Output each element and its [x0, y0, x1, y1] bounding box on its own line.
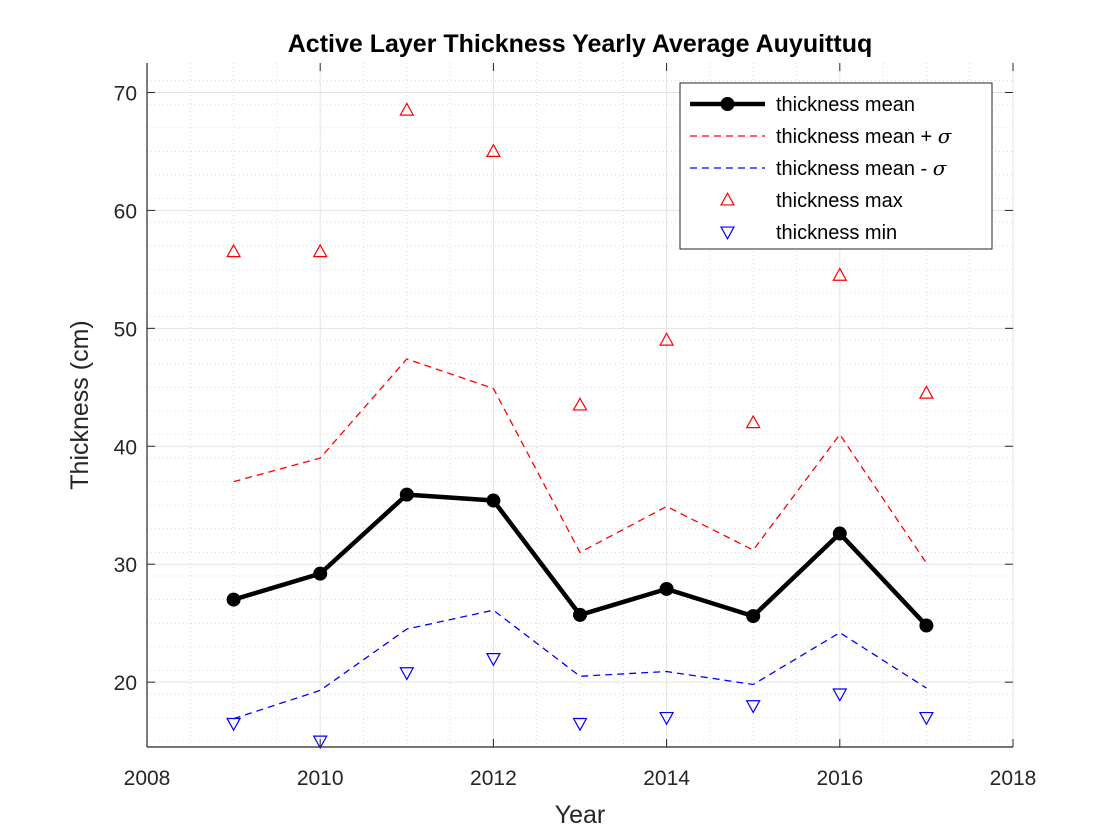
- series-3-point: [312, 243, 328, 258]
- legend-entry-3-label-part: thickness max: [776, 190, 903, 212]
- legend-entry-3: thickness max: [720, 190, 903, 212]
- x-tick-label: 2008: [124, 767, 171, 790]
- series-0-point: [746, 609, 761, 624]
- series-3-point: [485, 143, 501, 157]
- legend-entry-3-swatch: [720, 192, 735, 206]
- minor-grid: [147, 63, 1013, 747]
- series-4-point: [832, 688, 848, 702]
- series-0-point: [573, 607, 587, 622]
- x-axis-label: Year: [555, 801, 606, 829]
- chart-title: Active Layer Thickness Yearly Average Au…: [288, 30, 873, 58]
- legend-entry-0: thickness mean: [690, 94, 915, 116]
- series-0-point: [919, 618, 934, 633]
- series-3-point: [572, 397, 588, 411]
- legend-entry-4-label: thickness min: [776, 222, 897, 244]
- legend-entry-4: thickness min: [720, 222, 897, 244]
- series-3-point: [832, 267, 848, 281]
- x-tick-label: 2010: [297, 767, 344, 790]
- series-2: [233, 609, 927, 720]
- series-4-point: [226, 717, 242, 732]
- series-0-point: [313, 566, 328, 581]
- legend-entry-1: thickness mean + σ: [690, 124, 953, 148]
- series-4: [226, 653, 934, 750]
- legend-entry-1-label-part: thickness mean +: [776, 126, 938, 148]
- series-4-point: [312, 735, 328, 750]
- legend-entry-2-label: thickness mean - σ: [776, 156, 948, 180]
- legend-entry-2: thickness mean - σ: [690, 156, 948, 180]
- series-4-point: [659, 711, 675, 726]
- series-2-line: [233, 609, 927, 720]
- x-tick-label: 2012: [470, 767, 517, 790]
- legend-entry-1-label-part: σ: [938, 124, 953, 148]
- y-tick-label: 50: [114, 318, 137, 341]
- series-0-point: [486, 493, 501, 508]
- legend-entry-0-label: thickness mean: [776, 94, 915, 116]
- legend-entry-3-label: thickness max: [776, 190, 903, 212]
- series-0-point: [226, 592, 241, 607]
- series-3-point: [659, 332, 675, 346]
- x-tick-label: 2018: [990, 767, 1037, 790]
- series-3-point: [399, 102, 415, 116]
- series-layer: [226, 102, 934, 750]
- legend-entry-0-label-part: thickness mean: [776, 94, 915, 116]
- legend-entry-2-label-part: σ: [933, 156, 948, 180]
- legend-entry-4-swatch: [720, 226, 735, 240]
- y-tick-label: 20: [114, 672, 137, 695]
- series-3: [226, 102, 934, 429]
- series-1-line: [233, 358, 927, 564]
- series-1: [233, 358, 927, 564]
- series-0-point: [399, 487, 414, 502]
- legend-entry-2-label-part: thickness mean -: [776, 158, 933, 180]
- y-tick-label: 30: [114, 554, 137, 577]
- y-axis-label: Thickness (cm): [66, 320, 94, 489]
- legend-entry-4-label-part: thickness min: [776, 222, 897, 244]
- series-3-point: [226, 243, 242, 258]
- series-4-point: [485, 653, 501, 667]
- tick-labels: 2008 2010 2012 2014 2016 2018 20 30 40 50 60 70: [114, 82, 1037, 790]
- x-tick-label: 2014: [643, 767, 690, 790]
- series-0: [226, 487, 934, 633]
- legend-entry-1-label: thickness mean + σ: [776, 124, 953, 148]
- axes-layer: [146, 63, 1014, 748]
- series-4-point: [399, 667, 415, 681]
- series-3-point: [745, 414, 761, 429]
- series-0-point: [659, 581, 674, 596]
- series-4-point: [745, 700, 761, 714]
- y-tick-label: 70: [114, 82, 137, 105]
- series-4-point: [918, 711, 934, 726]
- y-tick-label: 60: [114, 200, 137, 223]
- series-0-point: [832, 526, 847, 541]
- x-tick-label: 2016: [816, 767, 863, 790]
- series-4-point: [572, 717, 588, 732]
- series-3-point: [918, 385, 934, 399]
- legend-box: [679, 82, 993, 250]
- legend-entry-0-swatch-marker: [720, 97, 735, 111]
- y-tick-label: 40: [114, 436, 137, 459]
